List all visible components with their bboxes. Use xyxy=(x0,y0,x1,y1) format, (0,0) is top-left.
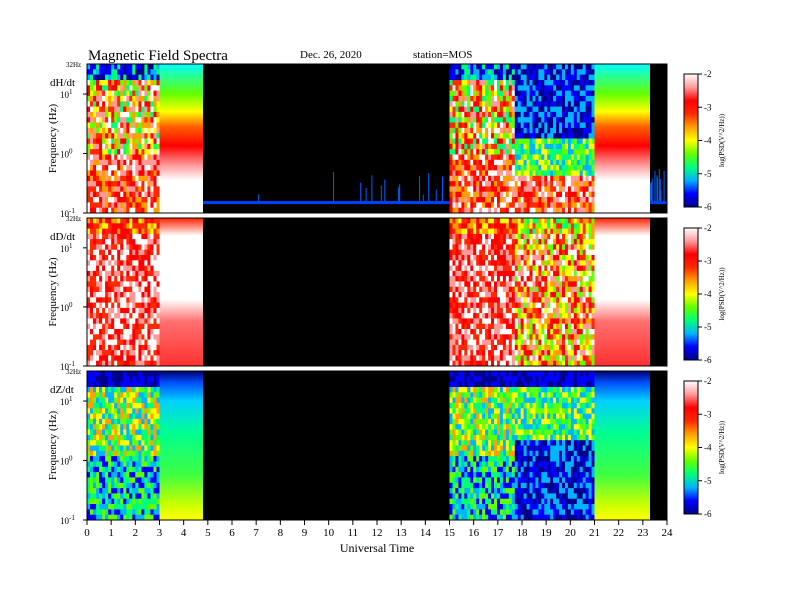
colorbar-tick-label: -4 xyxy=(704,443,712,453)
segment-cool_flat xyxy=(594,371,651,520)
panel-label: dZ/dt xyxy=(50,384,74,396)
y-top-label: 32Hz xyxy=(66,215,81,223)
x-tick-label: 8 xyxy=(278,527,284,539)
segment-gradient xyxy=(159,64,203,213)
panel-frame xyxy=(86,63,668,214)
x-tick-label: 10 xyxy=(323,527,335,539)
x-tick-label: 19 xyxy=(541,527,553,539)
x-tick-label: 11 xyxy=(348,527,359,539)
colorbar-tick-label: -3 xyxy=(704,256,712,266)
x-tick-label: 13 xyxy=(396,527,408,539)
colorbar: -2 -3 -4 -5 -6 log(PSD(V^2/Hz)) xyxy=(683,376,726,519)
colorbar-tick-label: -5 xyxy=(704,476,712,486)
x-tick-label: 15 xyxy=(444,527,456,539)
x-tick-label: 3 xyxy=(157,527,163,539)
y-axis-label: Frequency (Hz) xyxy=(47,257,59,327)
colorbar-tick-label: -4 xyxy=(704,289,712,299)
x-tick-label: 1 xyxy=(108,527,114,539)
colorbar-tick-label: -2 xyxy=(704,376,712,386)
x-tick-label: 6 xyxy=(229,527,235,539)
segment-cool_deep xyxy=(514,371,595,521)
y-tick-label: 101 xyxy=(60,88,73,100)
x-tick-label: 22 xyxy=(613,527,624,539)
segment-quiet xyxy=(203,218,450,366)
panel-label: dH/dt xyxy=(50,77,75,89)
colorbar-tick-label: -2 xyxy=(704,223,712,233)
segment-quiet xyxy=(203,371,450,520)
y-tick-label: 10-1 xyxy=(60,360,75,372)
x-tick-label: 4 xyxy=(181,527,187,539)
segment-quiet xyxy=(203,64,450,213)
x-tick-label: 14 xyxy=(420,527,432,539)
colorbar-tick-label: -3 xyxy=(704,102,712,112)
y-tick-label: 10-1 xyxy=(60,207,75,219)
x-tick-label: 7 xyxy=(253,527,259,539)
segment-mixed xyxy=(514,64,595,214)
y-tick-label: 101 xyxy=(60,242,73,254)
y-tick-label: 100 xyxy=(60,301,73,313)
x-tick-label: 2 xyxy=(133,527,139,539)
segment-hot_flat xyxy=(159,218,203,366)
colorbar-label: log(PSD(V^2/Hz)) xyxy=(718,113,726,167)
panel-label: dD/dt xyxy=(50,231,75,243)
segment-active xyxy=(449,64,516,214)
colorbar-label: log(PSD(V^2/Hz)) xyxy=(718,267,726,321)
x-axis: 0 1 2 3 4 5 6 7 8 9 10 11 12 13 14 15 16 17 18 19 20 21 22 23 24 xyxy=(84,520,673,539)
colorbar-tick-label: -6 xyxy=(704,509,712,519)
segment-cool xyxy=(449,371,516,521)
panel-frame xyxy=(86,217,668,367)
segment-cool_flat xyxy=(159,371,203,520)
x-tick-label: 9 xyxy=(302,527,308,539)
segment-active xyxy=(87,64,160,214)
segment-hot xyxy=(87,218,160,367)
x-tick-label: 23 xyxy=(637,527,649,539)
y-top-label: 32Hz xyxy=(66,61,81,69)
x-tick-label: 20 xyxy=(565,527,577,539)
chart-title: Magnetic Field Spectra xyxy=(88,48,228,64)
x-tick-label: 12 xyxy=(372,527,383,539)
x-tick-label: 18 xyxy=(517,527,529,539)
y-tick-label: 100 xyxy=(60,148,73,160)
segment-quiet xyxy=(650,371,667,520)
y-axis-label: Frequency (Hz) xyxy=(47,411,59,481)
colorbar-label: log(PSD(V^2/Hz)) xyxy=(718,420,726,474)
colorbar-tick-label: -6 xyxy=(704,202,712,212)
y-axis-label: Frequency (Hz) xyxy=(47,104,59,174)
colorbar: -2 -3 -4 -5 -6 log(PSD(V^2/Hz)) xyxy=(683,223,726,365)
y-top-label: 32Hz xyxy=(66,368,81,376)
y-tick-label: 100 xyxy=(60,455,73,467)
colorbar-tick-label: -5 xyxy=(704,322,712,332)
segment-cool xyxy=(87,371,160,521)
colorbar-tick-label: -4 xyxy=(704,136,712,146)
segment-hot_flat xyxy=(594,218,651,366)
colorbar-tick-label: -3 xyxy=(704,409,712,419)
segment-hot_mixed xyxy=(514,218,595,367)
segment-quiet xyxy=(650,64,667,213)
x-tick-label: 21 xyxy=(589,527,600,539)
x-tick-label: 24 xyxy=(662,527,674,539)
segment-hot xyxy=(449,218,516,367)
x-tick-label: 17 xyxy=(492,527,504,539)
segment-gradient xyxy=(594,64,651,213)
x-tick-label: 16 xyxy=(468,527,480,539)
colorbar-tick-label: -6 xyxy=(704,355,712,365)
colorbar-tick-label: -2 xyxy=(704,69,712,79)
x-tick-label: 5 xyxy=(205,527,211,539)
station-label: station=MOS xyxy=(413,49,472,61)
colorbar-tick-label: -5 xyxy=(704,169,712,179)
y-tick-label: 101 xyxy=(60,395,73,407)
x-axis-label: Universal Time xyxy=(340,541,414,555)
chart-date: Dec. 26, 2020 xyxy=(300,49,362,61)
segment-quiet xyxy=(650,218,667,366)
colorbar: -2 -3 -4 -5 -6 log(PSD(V^2/Hz)) xyxy=(683,69,726,212)
x-tick-label: 0 xyxy=(84,527,90,539)
y-tick-label: 10-1 xyxy=(60,514,75,526)
